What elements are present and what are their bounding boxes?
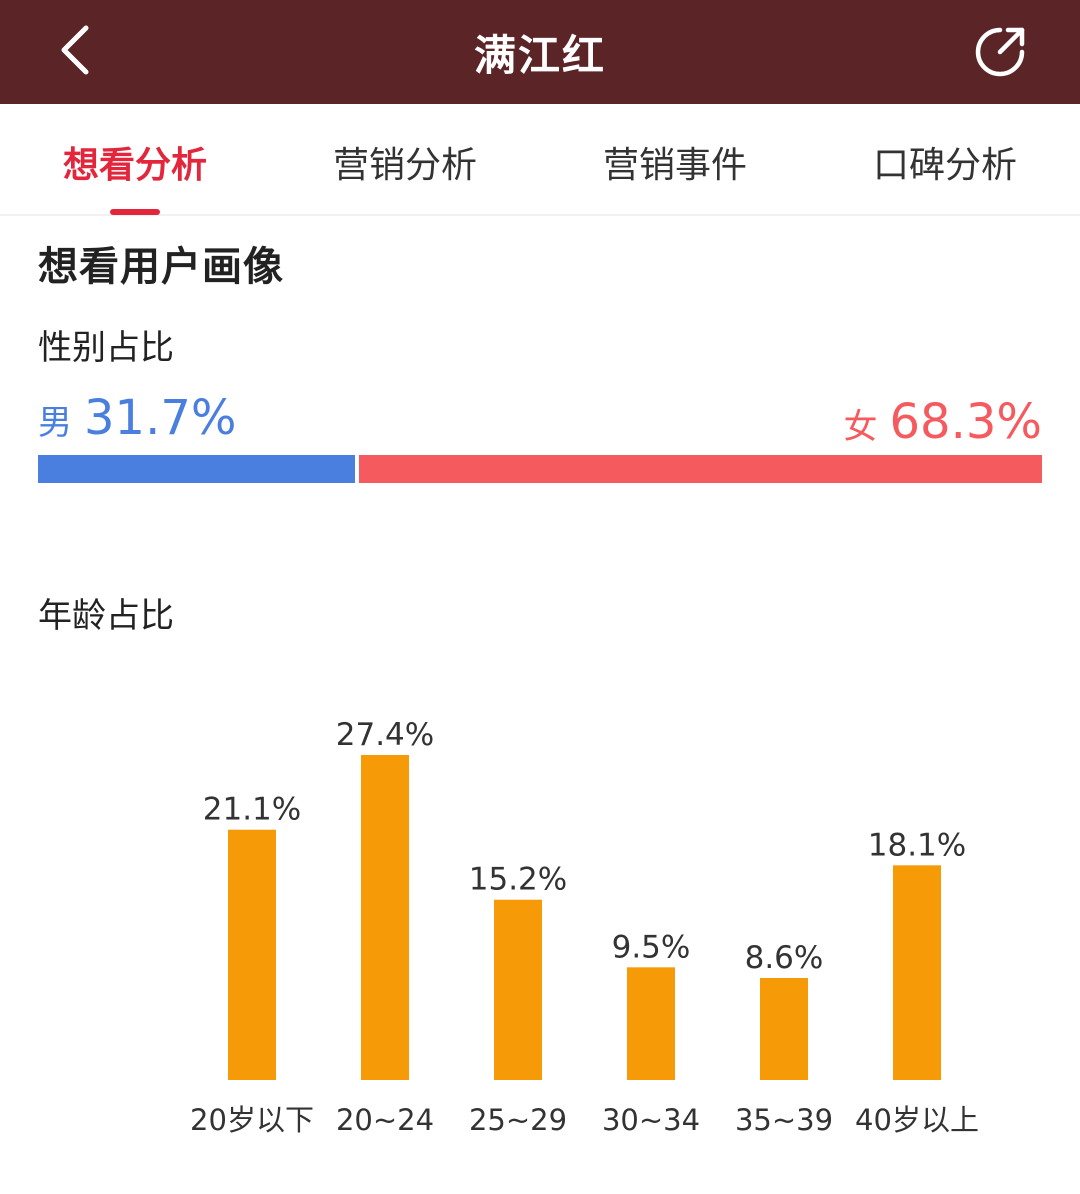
age-bar: [228, 829, 276, 1080]
gender-ratio-bar: [38, 455, 1042, 483]
back-button[interactable]: [40, 12, 120, 92]
male-label: 男: [38, 403, 72, 443]
age-category-label: 20~24: [336, 1103, 434, 1137]
female-bar-segment: [359, 455, 1042, 483]
gender-ratio-title: 性别占比: [38, 328, 174, 368]
age-category-label: 35~39: [735, 1103, 833, 1137]
tab-bar: 想看分析 营销分析 营销事件 口碑分析: [0, 104, 1080, 216]
age-bar: [494, 899, 542, 1080]
page-title: 满江红: [473, 31, 606, 80]
chevron-left-icon: [61, 25, 89, 75]
active-tab-indicator: [110, 209, 160, 215]
age-bar-value-label: 21.1%: [203, 792, 301, 828]
female-label: 女: [843, 407, 878, 447]
age-category-label: 25~29: [469, 1103, 567, 1137]
female-share: 女 68.3%: [844, 394, 1042, 450]
female-value: 68.3%: [889, 394, 1042, 450]
age-bar: [893, 865, 941, 1080]
male-share: 男 31.7%: [38, 390, 236, 446]
top-bar: 满江红: [0, 0, 1080, 104]
male-value: 31.7%: [84, 390, 237, 446]
tab-want-analysis[interactable]: 想看分析: [62, 145, 207, 186]
share-icon: [975, 27, 1025, 77]
age-bar: [760, 977, 808, 1080]
age-bar-chart: 21.1% 20岁以下 27.4% 20~24 15.2% 25~29 9.5% 30~34 8…: [190, 717, 979, 1137]
age-bar-value-label: 18.1%: [868, 827, 966, 863]
age-category-label: 40岁以上: [855, 1103, 979, 1137]
tab-reputation-analysis[interactable]: 口碑分析: [872, 145, 1017, 186]
age-bar-value-label: 15.2%: [469, 862, 567, 898]
age-ratio-title: 年龄占比: [38, 596, 174, 636]
tab-marketing-analysis[interactable]: 营销分析: [332, 145, 477, 186]
age-bar-value-label: 8.6%: [745, 940, 824, 976]
age-category-label: 20岁以下: [190, 1103, 314, 1137]
age-bar-value-label: 27.4%: [336, 717, 434, 753]
age-bar: [361, 755, 409, 1080]
age-bar: [627, 967, 675, 1080]
age-bar-value-label: 9.5%: [612, 929, 691, 965]
section-title: 想看用户画像: [38, 244, 284, 290]
age-category-label: 30~34: [602, 1103, 700, 1137]
share-button[interactable]: [960, 12, 1040, 92]
tab-marketing-events[interactable]: 营销事件: [602, 145, 747, 186]
male-bar-segment: [38, 455, 355, 483]
